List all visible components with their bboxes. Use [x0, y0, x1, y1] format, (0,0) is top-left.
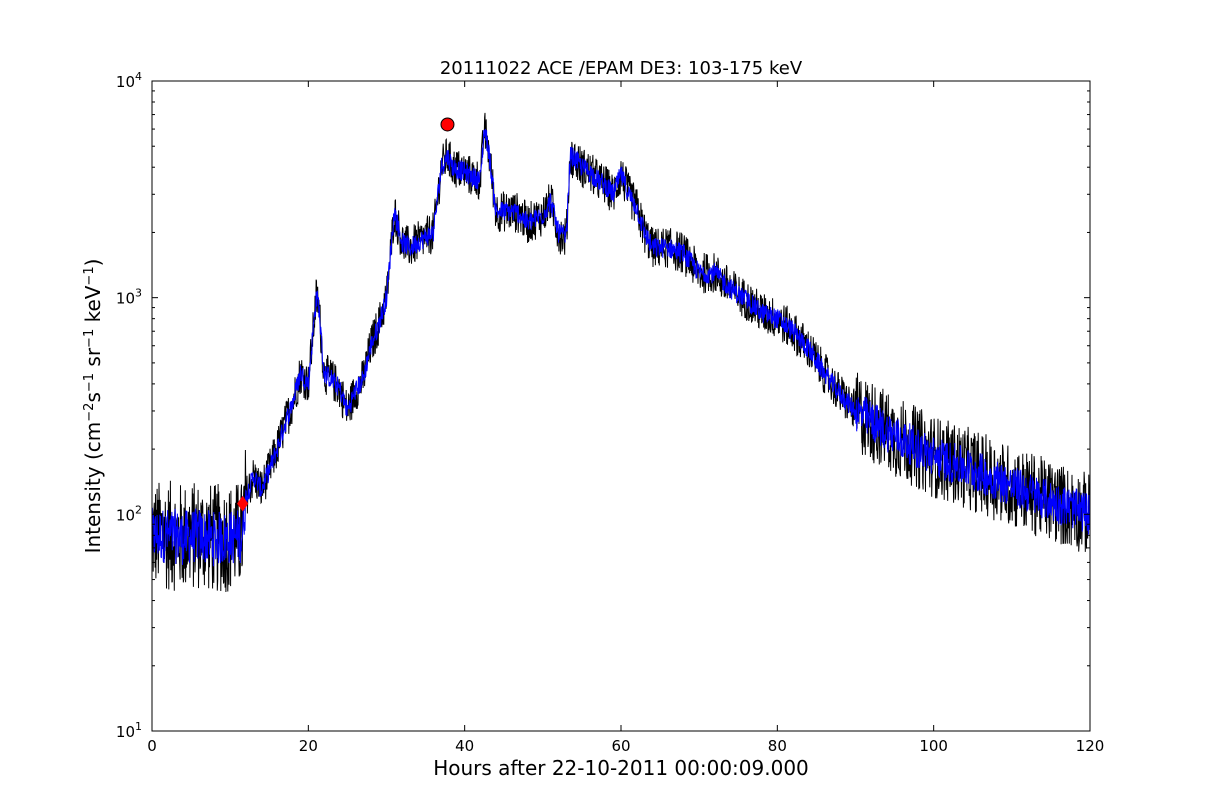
x-tick-label: 100 — [919, 737, 948, 755]
x-tick-label: 120 — [1076, 737, 1105, 755]
y-tick-label: 103 — [116, 287, 142, 308]
y-tick-label: 102 — [116, 503, 142, 524]
chart-title: 20111022 ACE /EPAM DE3: 103-175 keV — [440, 58, 803, 79]
y-axis-label: Intensity (cm−2s−1 sr−1 keV−1) — [81, 259, 105, 554]
x-tick-label: 40 — [455, 737, 474, 755]
y-tick-label: 104 — [116, 70, 142, 91]
plot-area — [152, 112, 1090, 593]
x-tick-label: 0 — [147, 737, 157, 755]
x-tick-label: 80 — [768, 737, 787, 755]
data-noise-envelope — [152, 112, 1090, 593]
x-tick-label: 60 — [611, 737, 630, 755]
x-axis-label: Hours after 22-10-2011 00:00:09.000 — [433, 756, 809, 780]
series-line — [152, 128, 1090, 567]
x-tick-label: 20 — [299, 737, 318, 755]
onset-marker — [237, 495, 249, 512]
peak-marker — [440, 117, 455, 132]
y-tick-label: 101 — [116, 720, 142, 741]
